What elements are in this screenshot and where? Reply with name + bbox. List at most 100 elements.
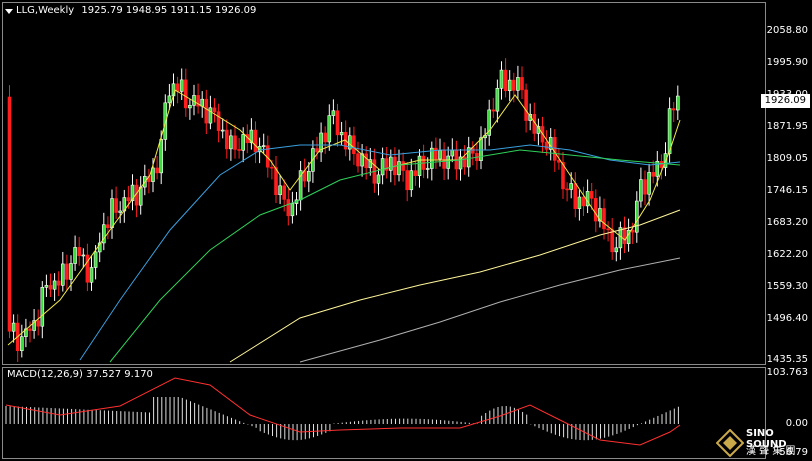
candle-body [643, 179, 647, 195]
price-chart-pane[interactable] [2, 2, 766, 365]
candle-body [495, 88, 500, 112]
symbol-label: LLG,Weekly [16, 5, 75, 16]
candle-body [520, 77, 524, 91]
candle-body [97, 242, 102, 253]
candle-body [450, 150, 455, 157]
ma-slow-line [229, 209, 681, 363]
price-axis-label: 1559.30 [766, 281, 808, 292]
candle-body [32, 320, 36, 331]
current-price-marker: 1926.09 [760, 94, 810, 108]
candle-body [622, 227, 627, 244]
candle-body [323, 132, 328, 143]
candle-body [204, 98, 209, 124]
logo-chinese-text: 漢 聲 集 團 [746, 446, 796, 457]
candle-body [384, 158, 389, 171]
candle-body [388, 156, 393, 171]
candle-body [77, 247, 81, 257]
candle-body [216, 111, 221, 131]
macd-axis-label: 103.763 [766, 367, 808, 378]
candle-body [610, 229, 615, 253]
candle-body [151, 167, 155, 182]
candle-body [462, 156, 467, 168]
candle-body [7, 96, 12, 332]
candle-body [65, 263, 69, 280]
candle-body [184, 79, 188, 109]
candle-body [589, 191, 594, 199]
candle-body [581, 196, 586, 207]
candle-body [167, 95, 172, 104]
candle-body [118, 210, 122, 213]
candle-body [159, 139, 163, 174]
price-axis-label: 1683.20 [766, 217, 808, 228]
price-axis-label: 1995.90 [766, 57, 808, 68]
price-axis-label: 1496.40 [766, 313, 808, 324]
candle-body [651, 172, 656, 177]
candle-body [208, 107, 213, 124]
candle-body [261, 145, 266, 147]
ma-blue-line [79, 144, 681, 361]
candle-body [524, 89, 528, 121]
candle-body [114, 198, 118, 213]
macd-axis-label: -56.79 [775, 447, 808, 458]
candle-body [130, 184, 135, 201]
candle-body [598, 208, 602, 222]
candle-body [93, 251, 98, 268]
candle-body [655, 160, 660, 177]
candle-body [315, 148, 319, 153]
candle-body [179, 79, 184, 92]
candle-body [671, 108, 676, 111]
candle-body [639, 179, 643, 202]
candle-body [331, 110, 336, 116]
candle-body [286, 199, 291, 217]
candle-body [376, 174, 381, 184]
candle-body [274, 167, 278, 196]
candle-body [249, 129, 254, 144]
candle-body [565, 188, 569, 191]
candle-body [89, 267, 94, 283]
close-value: 1926.09 [215, 5, 257, 16]
candle-body [69, 263, 73, 280]
price-axis-label: 1622.20 [766, 249, 808, 260]
candle-body [614, 247, 619, 253]
candle-body [81, 254, 86, 257]
candle-body [220, 129, 225, 132]
candle-body [438, 150, 442, 160]
price-axis-label: 1871.95 [766, 121, 808, 132]
candle-body [647, 172, 651, 195]
macd-signal-line [5, 377, 681, 446]
candle-body [241, 134, 245, 151]
candle-body [196, 95, 200, 107]
candle-body [106, 224, 110, 229]
candle-body [425, 168, 430, 170]
candle-body [225, 129, 229, 150]
candle-body [11, 322, 16, 332]
candle-body [602, 208, 606, 230]
candle-body [409, 170, 414, 191]
candle-body [110, 198, 114, 229]
macd-indicator-pane[interactable] [2, 367, 766, 459]
candle-body [28, 328, 32, 331]
candle-body [544, 141, 549, 150]
candle-body [507, 79, 512, 92]
candle-body [319, 132, 323, 153]
ma-green-line [109, 149, 681, 363]
candle-body [335, 110, 340, 136]
open-value: 1925.79 [81, 5, 123, 16]
chart-menu-arrow-icon[interactable] [5, 9, 13, 14]
candle-body [577, 196, 582, 209]
candle-body [561, 162, 565, 190]
candle-body [19, 336, 24, 352]
candle-body [593, 198, 598, 222]
candle-body [253, 129, 258, 153]
price-axis-label: 1746.15 [766, 185, 808, 196]
candle-body [401, 161, 405, 171]
candle-body [417, 155, 422, 176]
candle-body [56, 280, 61, 286]
candle-body [429, 147, 434, 169]
candle-body [237, 149, 241, 151]
candle-body [327, 115, 332, 143]
candle-body [290, 203, 295, 217]
candle-body [405, 170, 410, 191]
candle-body [516, 77, 520, 91]
